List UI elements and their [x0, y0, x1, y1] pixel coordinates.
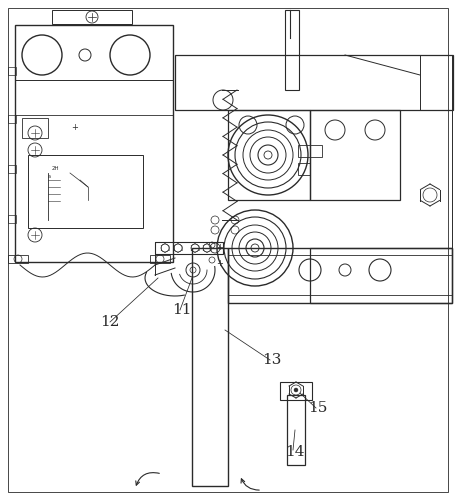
- Bar: [8, 255, 28, 263]
- Text: 15: 15: [308, 401, 328, 415]
- Bar: [287, 395, 305, 465]
- Bar: [155, 242, 223, 254]
- Bar: [28, 155, 143, 228]
- Circle shape: [294, 388, 298, 392]
- Text: 12: 12: [100, 315, 120, 329]
- Bar: [8, 67, 16, 75]
- Bar: [15, 25, 173, 262]
- Text: a: a: [48, 174, 51, 179]
- Text: 2H: 2H: [52, 166, 59, 170]
- Bar: [285, 10, 299, 90]
- Text: +: +: [217, 244, 223, 252]
- Bar: [8, 165, 16, 173]
- Text: 13: 13: [262, 353, 282, 367]
- Bar: [310, 110, 400, 200]
- Text: 14: 14: [285, 445, 305, 459]
- Bar: [22, 118, 48, 138]
- Bar: [228, 248, 452, 303]
- Text: +: +: [217, 258, 223, 268]
- Bar: [228, 110, 310, 200]
- Bar: [8, 215, 16, 223]
- Bar: [52, 10, 132, 24]
- Text: +: +: [72, 124, 79, 132]
- Bar: [298, 145, 310, 157]
- Bar: [192, 248, 228, 486]
- Bar: [8, 115, 16, 123]
- Bar: [310, 248, 452, 303]
- FancyArrowPatch shape: [136, 472, 159, 485]
- Bar: [150, 255, 170, 263]
- Bar: [310, 145, 322, 157]
- Text: 11: 11: [172, 303, 192, 317]
- Bar: [175, 55, 453, 110]
- Bar: [280, 382, 312, 400]
- Bar: [228, 255, 452, 295]
- Bar: [298, 163, 310, 175]
- FancyArrowPatch shape: [241, 479, 259, 490]
